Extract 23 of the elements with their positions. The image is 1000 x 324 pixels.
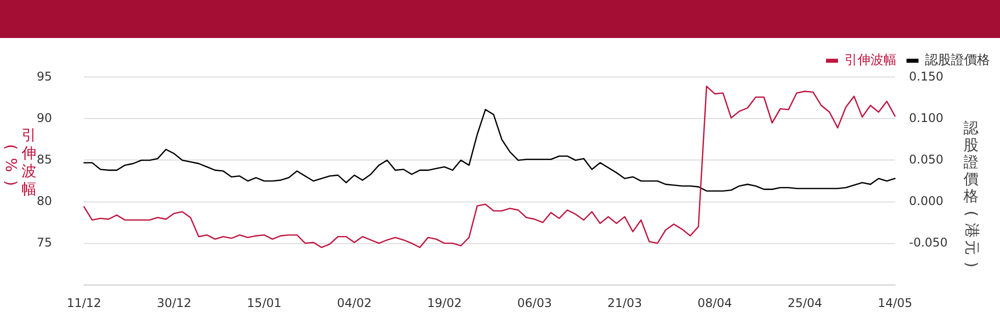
legend-label: 引伸波幅: [844, 53, 896, 68]
x-tick-label: 14/05: [878, 296, 912, 310]
y2-tick-label: 0.050: [909, 152, 944, 166]
x-tick-label: 11/12: [66, 296, 102, 310]
x-tick-label: 19/02: [427, 296, 462, 310]
x-tick-label: 08/04: [697, 296, 732, 310]
y2-tick-label: 0.100: [909, 110, 944, 125]
y-tick-label: 95: [36, 69, 52, 84]
y2-tick-label: -0.050: [909, 235, 948, 250]
y-tick-label: 80: [36, 194, 52, 208]
x-tick-label: 15/01: [246, 296, 282, 310]
y-tick-label: 85: [36, 152, 52, 166]
y2-tick-label: 0.000: [909, 194, 944, 208]
x-tick-label: 06/03: [517, 296, 552, 310]
y-tick-label: 75: [36, 235, 52, 250]
y2-tick-label: 0.150: [909, 69, 944, 84]
x-tick-label: 04/02: [337, 296, 372, 310]
x-tick-label: 30/12: [156, 296, 192, 310]
x-tick-label: 21/03: [607, 296, 642, 310]
text: 認股證價格(港元): [962, 119, 980, 268]
x-tick-label: 25/04: [788, 296, 822, 310]
y-tick-label: 90: [36, 110, 52, 125]
legend-label: 認股證價格: [925, 53, 990, 68]
